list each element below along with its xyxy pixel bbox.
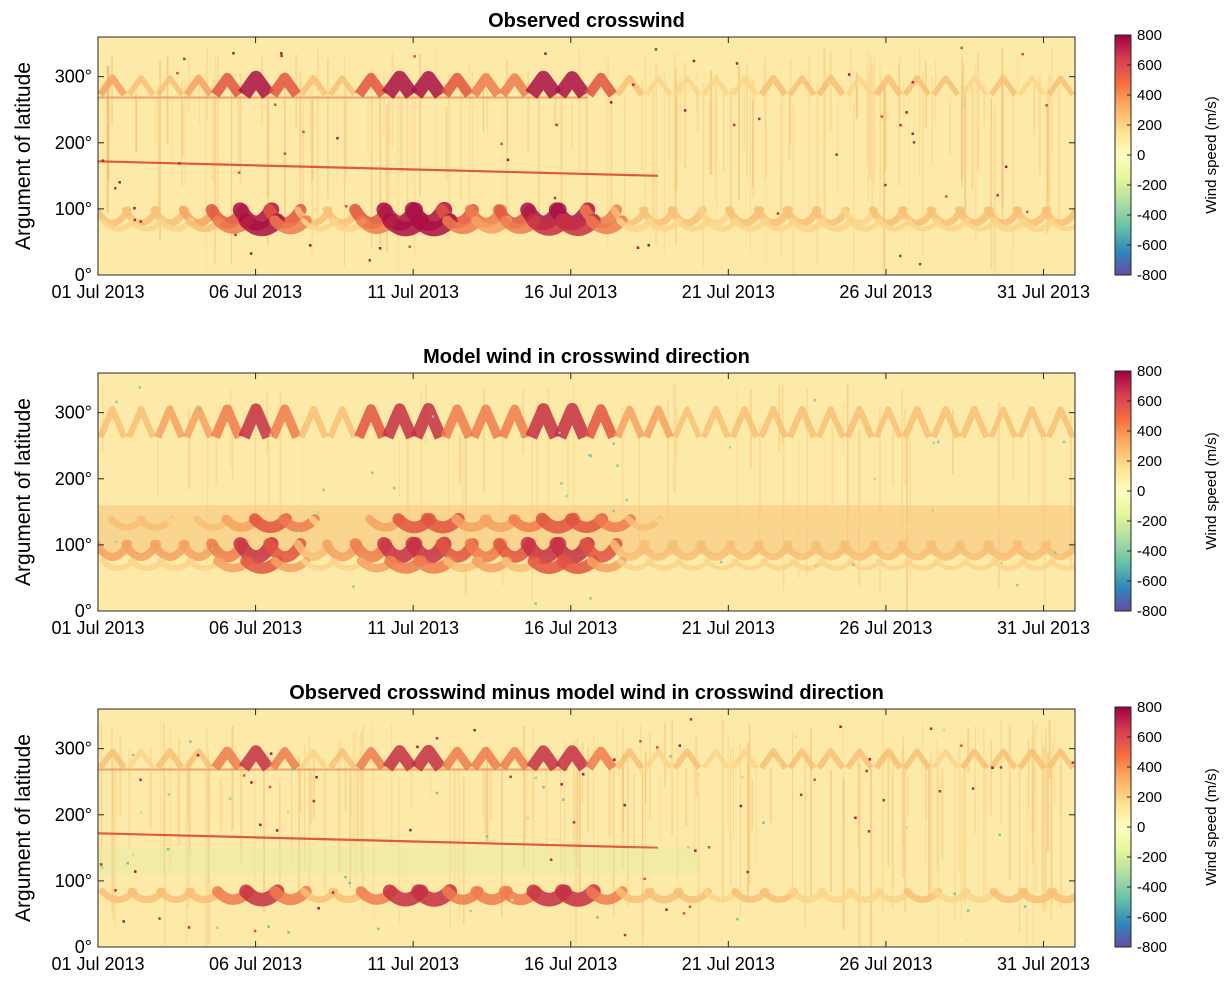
y-tick-label: 300° bbox=[55, 739, 92, 759]
x-tick-label: 01 Jul 2013 bbox=[51, 282, 144, 302]
panel-3: Observed crosswind minus model wind in c… bbox=[12, 682, 1220, 974]
x-tick-label: 21 Jul 2013 bbox=[682, 618, 775, 638]
x-tick-label: 21 Jul 2013 bbox=[682, 282, 775, 302]
y-tick-label: 200° bbox=[55, 805, 92, 825]
colorbar-tick-label: 600 bbox=[1137, 393, 1162, 410]
colorbar-tick-label: 200 bbox=[1137, 117, 1162, 134]
colorbar-tick-label: 400 bbox=[1137, 423, 1162, 440]
colorbar-tick-label: 0 bbox=[1137, 483, 1145, 500]
y-tick-label: 300° bbox=[55, 403, 92, 423]
colorbar-tick-label: -800 bbox=[1137, 603, 1167, 620]
heatmap-feature bbox=[98, 768, 568, 771]
y-tick-label: 0° bbox=[75, 265, 92, 285]
x-tick-label: 06 Jul 2013 bbox=[209, 618, 302, 638]
x-tick-label: 06 Jul 2013 bbox=[209, 954, 302, 974]
x-tick-label: 16 Jul 2013 bbox=[524, 618, 617, 638]
colorbar-tick-label: -200 bbox=[1137, 849, 1167, 866]
plot-frame bbox=[97, 708, 1076, 948]
y-tick-label: 0° bbox=[75, 937, 92, 957]
colorbar-tick-label: -400 bbox=[1137, 879, 1167, 896]
y-axis-label: Argument of latitude bbox=[12, 398, 35, 586]
plot-frame bbox=[97, 372, 1076, 612]
colorbar-label: Wind speed (m/s) bbox=[1203, 768, 1220, 886]
colorbar-tick-label: 800 bbox=[1137, 363, 1162, 380]
x-tick-label: 16 Jul 2013 bbox=[524, 954, 617, 974]
colorbar-tick-label: 200 bbox=[1137, 789, 1162, 806]
y-tick-label: 100° bbox=[55, 199, 92, 219]
x-tick-label: 01 Jul 2013 bbox=[51, 954, 144, 974]
y-tick-label: 300° bbox=[55, 67, 92, 87]
x-tick-label: 31 Jul 2013 bbox=[997, 618, 1090, 638]
plot-frame bbox=[97, 36, 1076, 276]
panel-1: Observed crosswind 0° 100° 200° 300° 01 Jul 2… bbox=[12, 10, 1220, 302]
colorbar-tick-label: -600 bbox=[1137, 909, 1167, 926]
panel-title: Observed crosswind minus model wind in c… bbox=[289, 682, 884, 704]
heatmap bbox=[98, 709, 1075, 947]
y-axis-label: Argument of latitude bbox=[12, 734, 35, 922]
heatmap-feature bbox=[98, 832, 659, 849]
colorbar-tick-label: 0 bbox=[1137, 147, 1145, 164]
colorbar-tick-label: -200 bbox=[1137, 513, 1167, 530]
colorbar-tick-label: -200 bbox=[1137, 177, 1167, 194]
heatmap bbox=[98, 37, 1075, 275]
x-tick-label: 26 Jul 2013 bbox=[839, 282, 932, 302]
x-tick-label: 26 Jul 2013 bbox=[839, 954, 932, 974]
heatmap-background bbox=[98, 373, 1075, 611]
colorbar-tick-label: -600 bbox=[1137, 237, 1167, 254]
panel-2: Model wind in crosswind direction 0° 100° 2… bbox=[12, 346, 1220, 638]
colorbar-tick-label: 200 bbox=[1137, 453, 1162, 470]
x-tick-label: 06 Jul 2013 bbox=[209, 282, 302, 302]
colorbar-tick-label: -800 bbox=[1137, 267, 1167, 284]
colorbar-tick-label: 400 bbox=[1137, 87, 1162, 104]
x-tick-label: 31 Jul 2013 bbox=[997, 954, 1090, 974]
colorbar-tick-label: 600 bbox=[1137, 57, 1162, 74]
heatmap-feature bbox=[98, 847, 698, 875]
heatmap-feature bbox=[98, 96, 588, 99]
colorbar-tick-label: 600 bbox=[1137, 729, 1162, 746]
colorbar-tick-label: -600 bbox=[1137, 573, 1167, 590]
colorbar-tick-label: -400 bbox=[1137, 543, 1167, 560]
colorbar-tick-label: 800 bbox=[1137, 27, 1162, 44]
colorbar-tick-label: 800 bbox=[1137, 699, 1162, 716]
y-tick-label: 200° bbox=[55, 469, 92, 489]
x-tick-label: 01 Jul 2013 bbox=[51, 618, 144, 638]
colorbar-tick-label: -400 bbox=[1137, 207, 1167, 224]
heatmap-feature bbox=[98, 160, 659, 177]
x-tick-label: 21 Jul 2013 bbox=[682, 954, 775, 974]
colorbar-tick-label: 400 bbox=[1137, 759, 1162, 776]
colorbar-tick-label: -800 bbox=[1137, 939, 1167, 956]
x-tick-label: 11 Jul 2013 bbox=[367, 954, 459, 974]
colorbar-label: Wind speed (m/s) bbox=[1203, 432, 1220, 550]
panel-title: Model wind in crosswind direction bbox=[423, 346, 750, 368]
x-tick-label: 31 Jul 2013 bbox=[997, 282, 1090, 302]
x-tick-label: 11 Jul 2013 bbox=[367, 282, 459, 302]
y-tick-label: 100° bbox=[55, 871, 92, 891]
colorbar-tick-label: 0 bbox=[1137, 819, 1145, 836]
y-tick-label: 0° bbox=[75, 601, 92, 621]
colorbar-label: Wind speed (m/s) bbox=[1203, 96, 1220, 214]
y-tick-label: 200° bbox=[55, 133, 92, 153]
heatmap bbox=[98, 373, 1075, 611]
x-tick-label: 16 Jul 2013 bbox=[524, 282, 617, 302]
x-tick-label: 26 Jul 2013 bbox=[839, 618, 932, 638]
panel-title: Observed crosswind bbox=[488, 10, 685, 32]
x-tick-label: 11 Jul 2013 bbox=[367, 618, 459, 638]
y-tick-label: 100° bbox=[55, 535, 92, 555]
y-axis-label: Argument of latitude bbox=[12, 62, 35, 250]
